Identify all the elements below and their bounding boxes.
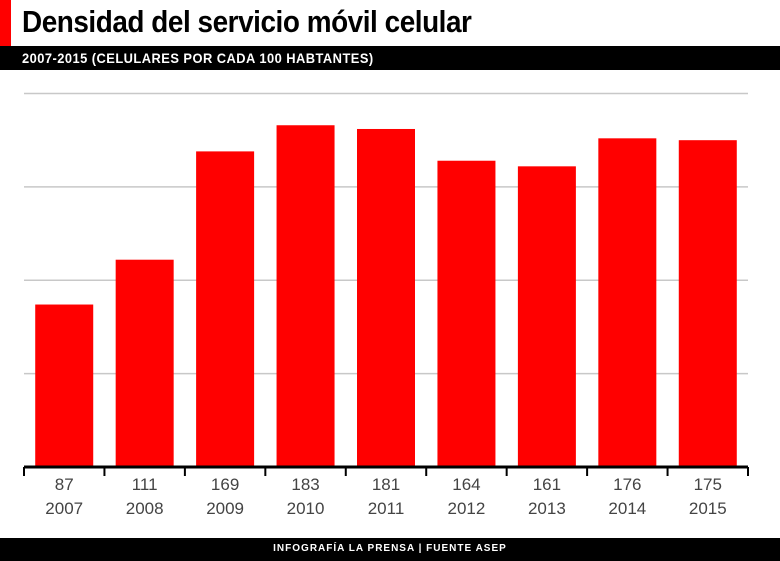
data-label: 176 bbox=[613, 475, 641, 494]
x-tick-label: 2014 bbox=[608, 499, 646, 518]
bar-2012 bbox=[437, 160, 496, 468]
source-credit: INFOGRAFÍA LA PRENSA | FUENTE ASEP bbox=[273, 543, 507, 554]
data-label: 183 bbox=[291, 475, 319, 494]
bar-2015 bbox=[678, 140, 737, 467]
bar-chart: 87 2007 111 2008 169 2009 183 2010 181 2011 164 201… bbox=[23, 92, 749, 518]
title-accent-bar bbox=[0, 0, 11, 46]
chart-subtitle: 2007-2015 (CELULARES POR CADA 100 HABTAN… bbox=[22, 50, 374, 66]
data-label: 169 bbox=[211, 475, 239, 494]
x-tick-label: 2012 bbox=[448, 499, 486, 518]
x-tick-label: 2010 bbox=[287, 499, 325, 518]
bar-2010 bbox=[276, 125, 335, 467]
bar-2014 bbox=[598, 138, 657, 467]
x-tick-label: 2011 bbox=[368, 499, 405, 518]
data-label: 175 bbox=[694, 475, 722, 494]
subtitle-band: 2007-2015 (CELULARES POR CADA 100 HABTAN… bbox=[0, 46, 780, 70]
x-tick-label: 2009 bbox=[206, 499, 244, 518]
footer-band: INFOGRAFÍA LA PRENSA | FUENTE ASEP bbox=[0, 538, 780, 561]
bar-2009 bbox=[196, 151, 255, 467]
bar-2013 bbox=[517, 166, 576, 467]
data-label: 181 bbox=[372, 475, 400, 494]
data-label: 161 bbox=[533, 475, 561, 494]
x-tick-label: 2013 bbox=[528, 499, 566, 518]
chart-title: Densidad del servicio móvil celular bbox=[22, 4, 472, 39]
bar-2011 bbox=[357, 128, 415, 468]
x-tick-label: 2007 bbox=[45, 499, 83, 518]
bar-2007 bbox=[35, 304, 94, 467]
data-label: 164 bbox=[452, 475, 480, 494]
bar-2008 bbox=[115, 259, 174, 467]
x-tick-label: 2008 bbox=[126, 499, 164, 518]
x-tick-label: 2015 bbox=[689, 499, 727, 518]
data-label: 87 bbox=[55, 475, 74, 494]
data-label: 111 bbox=[132, 475, 158, 494]
